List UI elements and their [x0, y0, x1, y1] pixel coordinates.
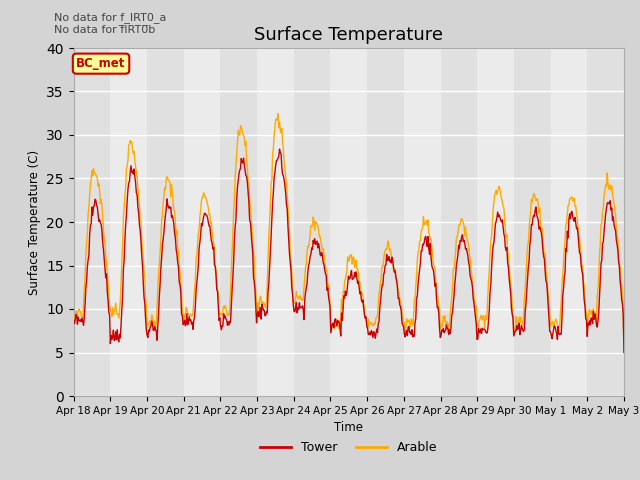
Bar	[440, 48, 477, 396]
Bar	[147, 48, 184, 396]
Bar	[257, 48, 294, 396]
Text: No data for f_IRT0_a
No data for f̅IRT0̅b: No data for f_IRT0_a No data for f̅IRT0̅…	[54, 12, 167, 35]
Bar	[110, 48, 147, 396]
Bar	[550, 48, 588, 396]
Bar	[404, 48, 440, 396]
Bar	[588, 48, 624, 396]
Bar	[367, 48, 404, 396]
Title: Surface Temperature: Surface Temperature	[254, 25, 444, 44]
Bar	[330, 48, 367, 396]
Y-axis label: Surface Temperature (C): Surface Temperature (C)	[28, 149, 41, 295]
Bar	[74, 48, 110, 396]
Bar	[514, 48, 550, 396]
Bar	[184, 48, 220, 396]
Bar	[294, 48, 330, 396]
Legend: Tower, Arable: Tower, Arable	[255, 436, 443, 459]
X-axis label: Time: Time	[334, 421, 364, 434]
Bar	[477, 48, 514, 396]
Text: BC_met: BC_met	[76, 57, 125, 70]
Bar	[220, 48, 257, 396]
